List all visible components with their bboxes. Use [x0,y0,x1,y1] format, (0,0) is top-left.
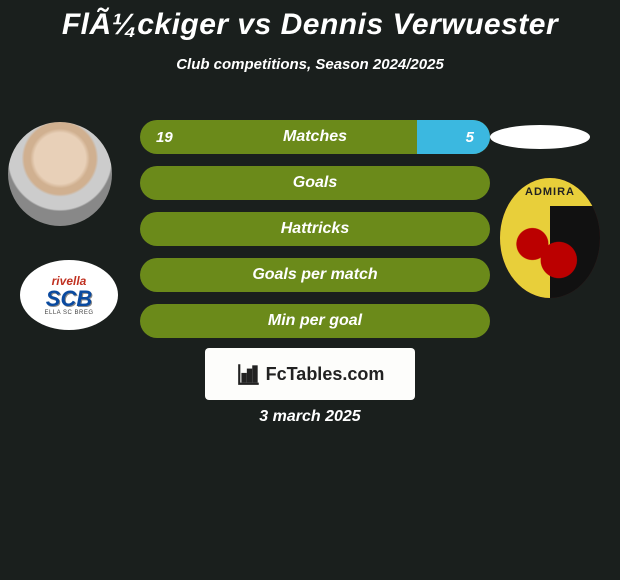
subtitle: Club competitions, Season 2024/2025 [0,56,620,73]
stat-bar: Goals [140,166,490,200]
stat-label: Min per goal [268,312,362,330]
stat-bar: Goals per match [140,258,490,292]
stat-value-left: 19 [156,129,173,146]
stats-bars: 19 5 Matches Goals Hattricks Goals per match M… [140,120,490,350]
club-left-line3: ELLA SC BREG [44,310,93,316]
branding-box: FcTables.com [205,348,415,400]
stat-bar-fill [417,120,491,154]
player-left-avatar [8,122,112,226]
player-right-avatar [490,125,590,149]
stat-label: Goals per match [252,266,377,284]
page-title: FlÃ¼ckiger vs Dennis Verwuester [0,0,620,42]
stat-label: Hattricks [281,220,349,238]
club-left-line2: SCB [46,288,92,310]
stat-bar: Min per goal [140,304,490,338]
club-left-badge: rivella SCB ELLA SC BREG [20,260,118,330]
stat-label: Goals [293,174,337,192]
stat-value-right: 5 [466,129,474,146]
stat-bar: Hattricks [140,212,490,246]
chart-icon [236,361,262,387]
club-right-top-text: ADMIRA [500,178,600,206]
branding-text: FcTables.com [266,364,385,385]
club-right-badge: ADMIRA [500,178,600,298]
griffin-icon [506,212,594,292]
stat-bar: 19 5 Matches [140,120,490,154]
date-text: 3 march 2025 [0,408,620,426]
stat-label: Matches [283,128,347,146]
